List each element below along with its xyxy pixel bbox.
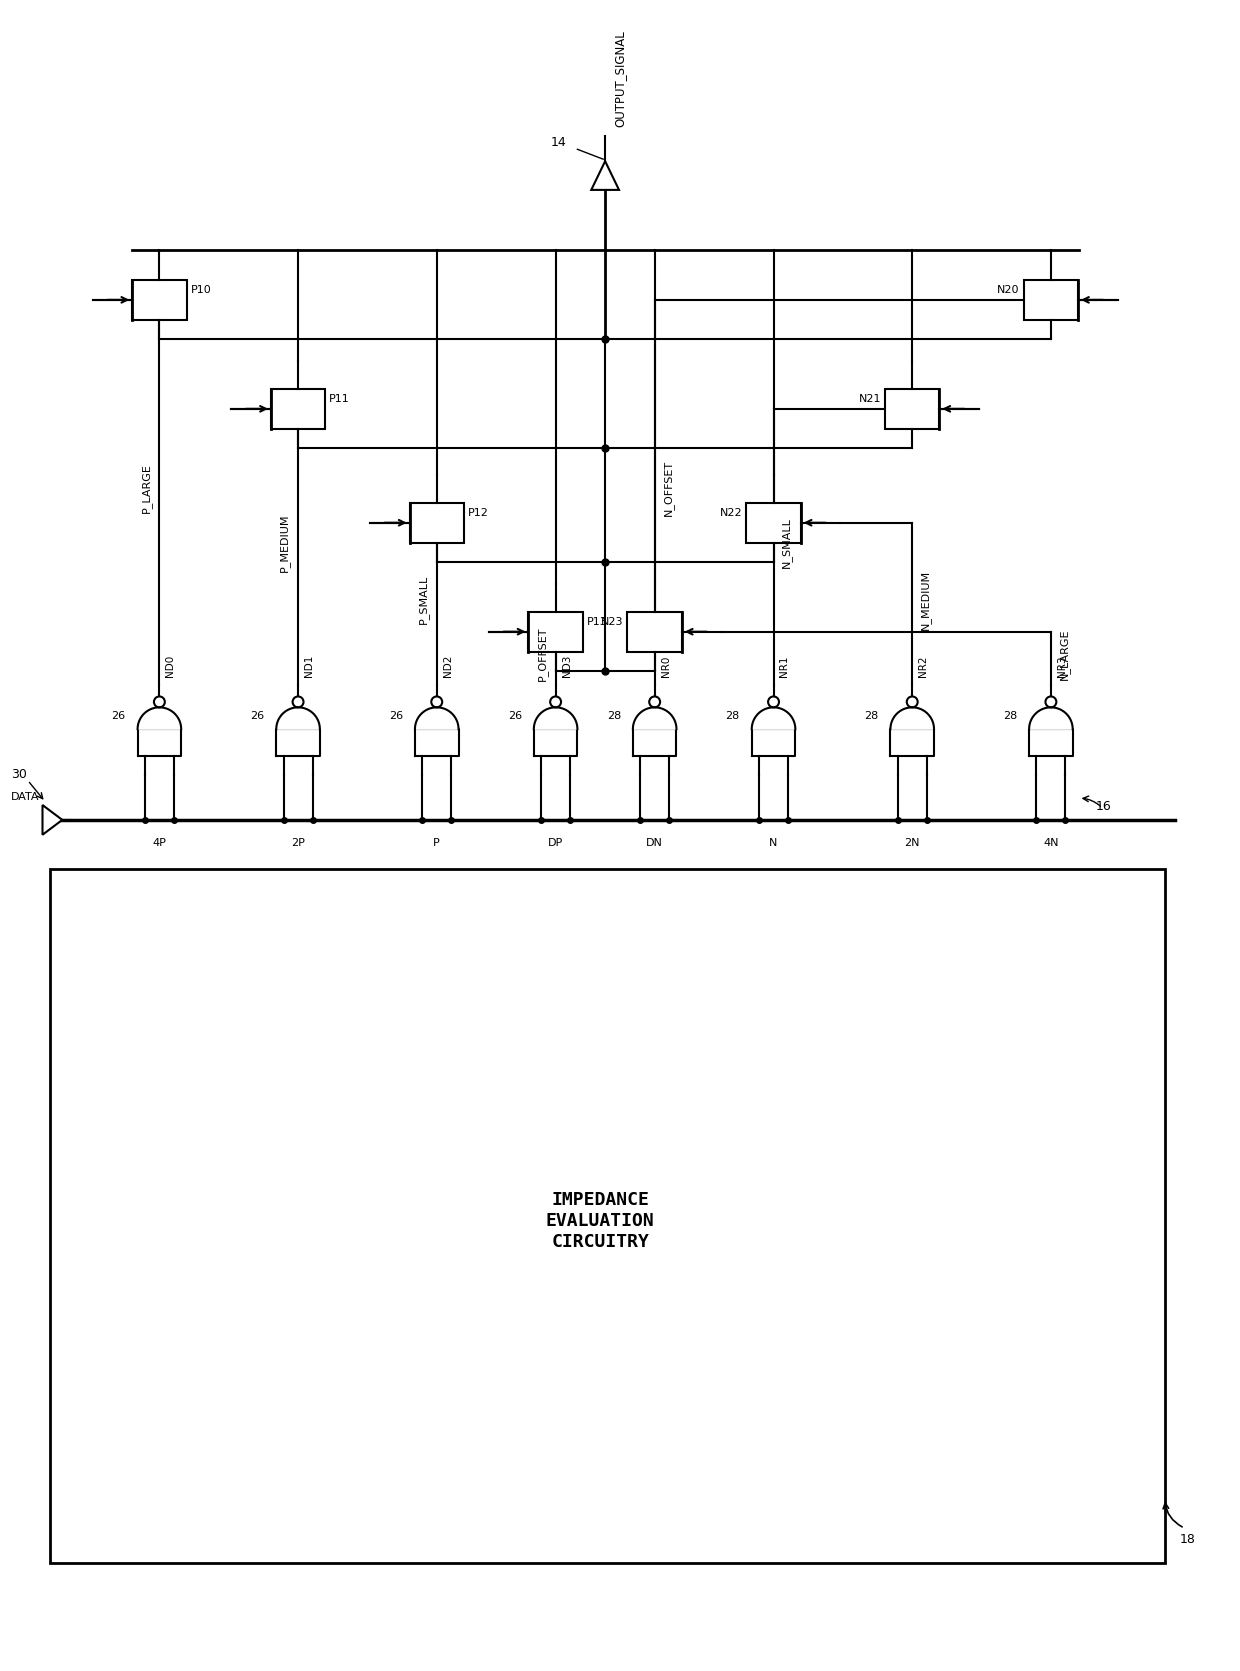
Text: 28: 28: [606, 710, 621, 720]
Polygon shape: [591, 160, 619, 190]
Text: DN: DN: [646, 837, 663, 847]
Text: N: N: [769, 837, 777, 847]
Text: P: P: [433, 837, 440, 847]
Polygon shape: [277, 707, 320, 729]
Text: N_MEDIUM: N_MEDIUM: [920, 570, 931, 630]
Bar: [51, 869, 1164, 1562]
Text: NR2: NR2: [918, 655, 929, 677]
Bar: [133, 281, 187, 319]
Text: 2P: 2P: [291, 837, 305, 847]
Text: 28: 28: [864, 710, 878, 720]
Text: ND0: ND0: [165, 655, 175, 677]
Text: 30: 30: [11, 769, 27, 782]
Text: P10: P10: [191, 284, 211, 294]
Text: N_OFFSET: N_OFFSET: [662, 460, 673, 516]
Text: P_MEDIUM: P_MEDIUM: [279, 513, 290, 571]
Polygon shape: [751, 729, 795, 755]
Text: 28: 28: [725, 710, 740, 720]
Text: 4P: 4P: [153, 837, 166, 847]
Text: 26: 26: [389, 710, 403, 720]
Text: N_LARGE: N_LARGE: [1059, 628, 1070, 680]
Text: P_SMALL: P_SMALL: [418, 575, 429, 625]
Bar: [270, 389, 325, 429]
Polygon shape: [1029, 707, 1073, 729]
Bar: [528, 612, 583, 652]
Text: P13: P13: [587, 617, 608, 627]
Text: 18: 18: [1179, 1532, 1195, 1546]
Polygon shape: [138, 729, 181, 755]
Text: ND1: ND1: [304, 655, 314, 677]
Text: 2N: 2N: [904, 837, 920, 847]
Text: 26: 26: [250, 710, 264, 720]
Text: ND2: ND2: [443, 655, 453, 677]
Polygon shape: [138, 707, 181, 729]
Bar: [885, 389, 940, 429]
Polygon shape: [277, 729, 320, 755]
Text: N_SMALL: N_SMALL: [781, 516, 792, 568]
Text: ND3: ND3: [562, 655, 572, 677]
Polygon shape: [751, 707, 795, 729]
Text: N20: N20: [997, 284, 1019, 294]
Polygon shape: [534, 707, 578, 729]
Text: N22: N22: [719, 508, 743, 518]
Text: OUTPUT_SIGNAL: OUTPUT_SIGNAL: [613, 30, 626, 127]
Text: DP: DP: [548, 837, 563, 847]
Bar: [627, 612, 682, 652]
Polygon shape: [632, 707, 677, 729]
Text: P_OFFSET: P_OFFSET: [537, 627, 548, 682]
Polygon shape: [1029, 729, 1073, 755]
Text: NR3: NR3: [1056, 655, 1066, 677]
Text: NR1: NR1: [780, 655, 790, 677]
Text: IMPEDANCE
EVALUATION
CIRCUITRY: IMPEDANCE EVALUATION CIRCUITRY: [546, 1191, 655, 1252]
Polygon shape: [415, 707, 459, 729]
Text: N23: N23: [601, 617, 624, 627]
Bar: [409, 503, 464, 543]
Polygon shape: [415, 729, 459, 755]
Polygon shape: [42, 805, 62, 836]
Text: 16: 16: [1095, 800, 1111, 814]
Bar: [1024, 281, 1078, 319]
Text: 26: 26: [112, 710, 125, 720]
Polygon shape: [534, 729, 578, 755]
Text: N21: N21: [858, 394, 880, 404]
Bar: [746, 503, 801, 543]
Text: 4N: 4N: [1043, 837, 1059, 847]
Polygon shape: [890, 707, 934, 729]
Text: 14: 14: [551, 137, 567, 149]
Text: P11: P11: [330, 394, 350, 404]
Text: DATA: DATA: [11, 792, 40, 802]
Text: 28: 28: [1003, 710, 1017, 720]
Text: NR0: NR0: [661, 655, 671, 677]
Text: 26: 26: [508, 710, 522, 720]
Text: P_LARGE: P_LARGE: [140, 463, 151, 513]
Polygon shape: [632, 729, 677, 755]
Text: P12: P12: [467, 508, 489, 518]
Polygon shape: [890, 729, 934, 755]
